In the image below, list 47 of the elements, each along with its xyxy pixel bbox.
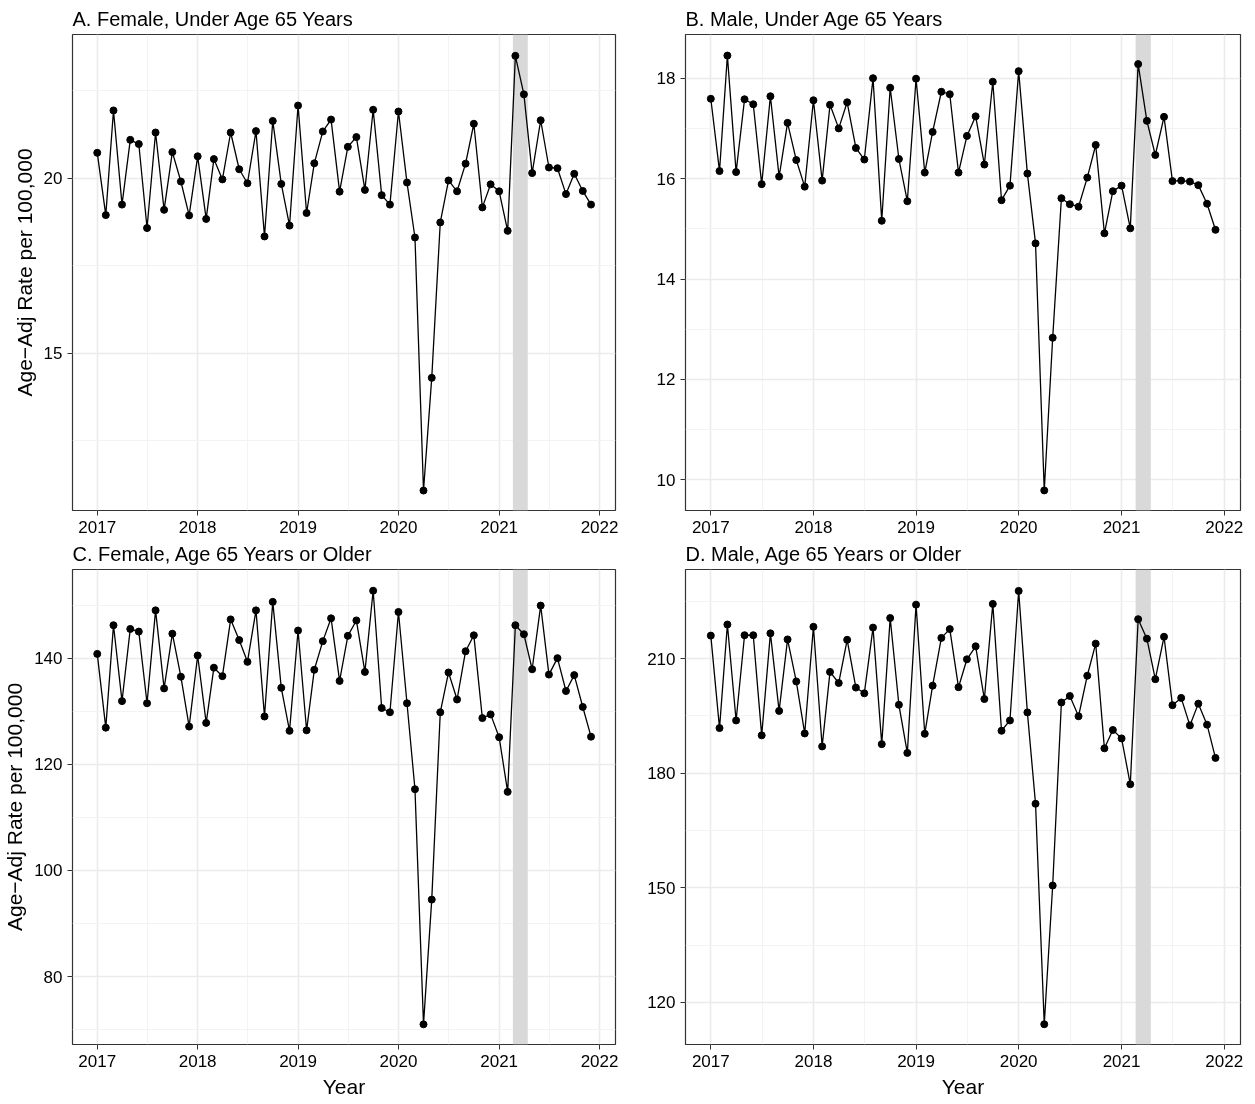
- x-tick-label: 2022: [1205, 1051, 1244, 1071]
- x-tick-label: 2021: [480, 517, 519, 537]
- y-tick-label: 100: [34, 861, 63, 881]
- x-tick-label: 2019: [279, 1051, 317, 1071]
- y-tick-label: 10: [656, 470, 676, 490]
- chart-title: B. Male, Under Age 65 Years: [685, 7, 943, 30]
- x-tick-label: 2017: [691, 517, 730, 537]
- y-tick-label: 180: [647, 764, 676, 784]
- y-tick-label: 80: [43, 967, 63, 987]
- chart-title: A. Female, Under Age 65 Years: [72, 7, 353, 30]
- y-tick-label: 18: [656, 69, 676, 89]
- y-axis-title: Age−Adj Rate per 100,000: [12, 148, 36, 397]
- x-tick-label: 2019: [897, 517, 935, 537]
- y-tick-label: 210: [647, 649, 676, 669]
- y-tick-label: 120: [34, 755, 63, 775]
- y-tick-label: 12: [656, 370, 676, 390]
- x-tick-label: 2022: [580, 517, 619, 537]
- x-tick-label: 2018: [178, 1051, 217, 1071]
- x-tick-label: 2021: [480, 1051, 519, 1071]
- x-axis-title: Year: [322, 1074, 366, 1098]
- x-tick-label: 2019: [897, 1051, 935, 1071]
- x-tick-label: 2017: [691, 1051, 730, 1071]
- x-tick-label: 2020: [999, 517, 1038, 537]
- x-axis-title: Year: [941, 1074, 985, 1098]
- x-tick-label: 2021: [1102, 1051, 1141, 1071]
- y-axis-title: Age−Adj Rate per 100,000: [3, 682, 27, 932]
- x-tick-label: 2018: [794, 1051, 833, 1071]
- chart-title: D. Male, Age 65 Years or Older: [685, 542, 962, 565]
- x-tick-label: 2018: [794, 517, 833, 537]
- x-tick-label: 2020: [379, 517, 418, 537]
- x-tick-label: 2018: [178, 517, 217, 537]
- y-tick-label: 15: [43, 344, 63, 363]
- x-tick-label: 2020: [999, 1051, 1038, 1071]
- y-tick-label: 150: [647, 878, 676, 898]
- y-tick-label: 140: [34, 649, 63, 669]
- chart-title: C. Female, Age 65 Years or Older: [72, 542, 372, 565]
- y-tick-label: 120: [647, 993, 676, 1013]
- x-tick-label: 2021: [1102, 517, 1141, 537]
- x-tick-label: 2022: [580, 1051, 619, 1071]
- x-tick-label: 2017: [78, 1051, 117, 1071]
- x-tick-label: 2019: [279, 517, 317, 537]
- y-tick-label: 14: [656, 270, 676, 290]
- x-tick-label: 2020: [379, 1051, 418, 1071]
- x-tick-label: 2017: [78, 517, 117, 537]
- y-tick-label: 16: [656, 169, 676, 189]
- x-tick-label: 2022: [1205, 517, 1244, 537]
- y-tick-label: 20: [43, 169, 63, 188]
